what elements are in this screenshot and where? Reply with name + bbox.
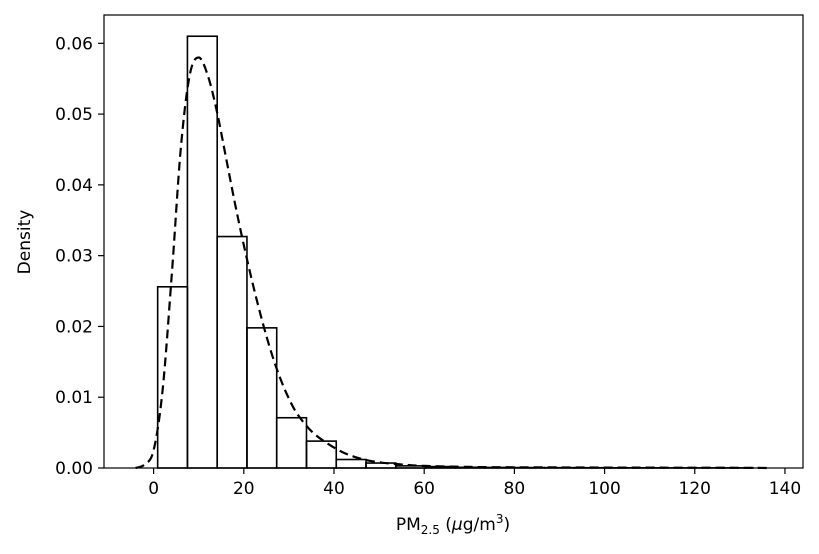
y-tick-label: 0.03 xyxy=(55,247,93,267)
y-tick-label: 0.04 xyxy=(55,176,93,196)
kde-dashed-line xyxy=(135,56,772,470)
x-tick-label: 60 xyxy=(413,479,435,499)
histogram-bar xyxy=(216,235,248,469)
y-tick-label: 0.06 xyxy=(55,34,93,54)
y-axis-ticks: 0.00 0.01 0.02 0.03 0.04 0.05 0.06 xyxy=(55,34,104,479)
x-axis-label-unit-open: ( xyxy=(440,515,452,535)
y-tick-label: 0.01 xyxy=(55,388,93,408)
histogram-bar xyxy=(246,327,278,469)
x-tick-label: 120 xyxy=(679,479,711,499)
x-axis-label-unit-rest: g/m xyxy=(463,515,496,535)
x-axis-label-unit-mu: μ xyxy=(451,515,463,535)
x-tick-label: 20 xyxy=(233,479,255,499)
x-tick-label: 40 xyxy=(323,479,345,499)
x-tick-label: 0 xyxy=(148,479,159,499)
histogram-bar xyxy=(275,416,308,469)
y-axis-label: Density xyxy=(15,210,35,275)
x-axis-label-main: PM xyxy=(396,515,421,535)
histogram-bar xyxy=(156,285,189,469)
histogram-bar xyxy=(335,458,367,469)
histogram-bar xyxy=(365,462,397,469)
histogram-bar xyxy=(186,35,218,469)
y-tick-label: 0.02 xyxy=(55,317,93,337)
y-tick-label: 0.00 xyxy=(55,459,93,479)
x-axis-label-subscript: 2.5 xyxy=(421,523,440,537)
x-axis-label: PM2.5 (μg/m3) xyxy=(396,512,510,537)
plot-frame xyxy=(103,14,804,469)
x-axis-label-unit-close: ) xyxy=(503,515,510,535)
x-axis-label-superscript: 3 xyxy=(496,512,504,526)
x-tick-label: 80 xyxy=(504,479,526,499)
histogram-bars xyxy=(156,35,754,469)
x-tick-label: 140 xyxy=(769,479,801,499)
x-axis-ticks: 0 20 40 60 80 100 120 140 xyxy=(148,468,801,499)
x-tick-label: 100 xyxy=(588,479,620,499)
y-tick-label: 0.05 xyxy=(55,105,93,125)
